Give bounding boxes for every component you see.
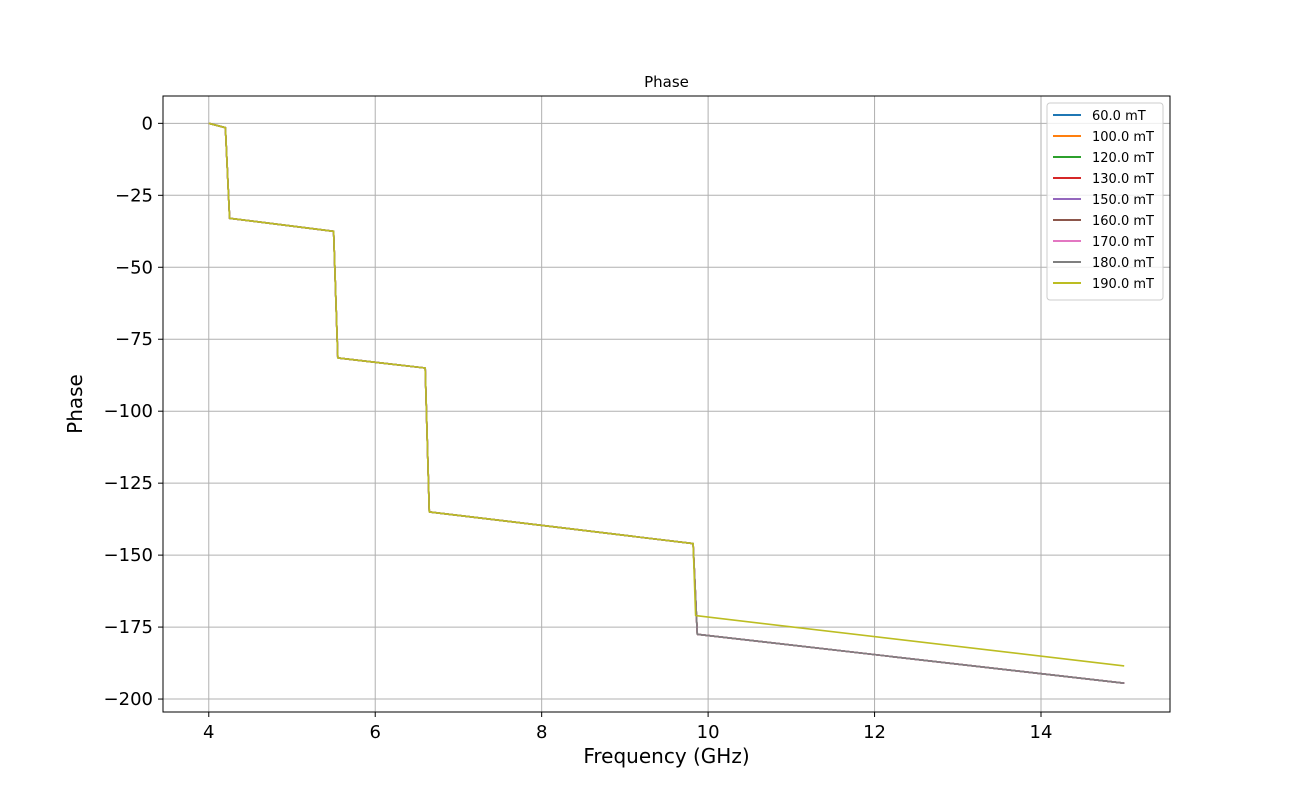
series-line-9 <box>208 122 1125 667</box>
axis-ticks: 4 6 8 10 12 14 0 −25 −50 −75 −100 −125 −150 −175 −200 <box>104 113 1053 743</box>
y-tick-label: −125 <box>104 473 153 494</box>
legend-label: 180.0 mT <box>1092 256 1154 271</box>
x-axis-label: Frequency (GHz) <box>583 744 749 768</box>
x-tick-label: 6 <box>369 722 380 743</box>
y-tick-label: 0 <box>142 113 153 134</box>
x-tick-label: 4 <box>203 722 214 743</box>
legend-box <box>1046 102 1164 301</box>
y-tick-label: −150 <box>104 545 153 566</box>
x-tick-label: 14 <box>1030 722 1053 743</box>
y-tick-label: −75 <box>115 329 153 350</box>
y-tick-label: −175 <box>104 617 153 638</box>
x-tick-label: 8 <box>536 722 547 743</box>
chart-title: Phase <box>644 73 689 91</box>
legend-label: 130.0 mT <box>1092 172 1154 187</box>
y-tick-label: −100 <box>104 401 153 422</box>
grid-lines <box>163 96 1170 712</box>
plot-frame <box>162 95 1171 713</box>
legend-label: 120.0 mT <box>1092 151 1154 166</box>
legend-label: 100.0 mT <box>1092 130 1154 145</box>
y-tick-label: −200 <box>104 689 153 710</box>
y-axis-label: Phase <box>63 374 87 434</box>
legend-label: 170.0 mT <box>1092 235 1154 250</box>
legend-label: 160.0 mT <box>1092 214 1154 229</box>
series-lines <box>208 122 1125 684</box>
y-tick-label: −25 <box>115 185 153 206</box>
legend-label: 60.0 mT <box>1092 109 1146 124</box>
legend-label: 190.0 mT <box>1092 277 1154 292</box>
x-tick-label: 12 <box>863 722 886 743</box>
legend-label: 150.0 mT <box>1092 193 1154 208</box>
x-tick-label: 10 <box>697 722 720 743</box>
legend: 60.0 mT 100.0 mT 120.0 mT 130.0 mT 150.0 mT 1… <box>1046 102 1164 301</box>
y-tick-label: −50 <box>115 257 153 278</box>
